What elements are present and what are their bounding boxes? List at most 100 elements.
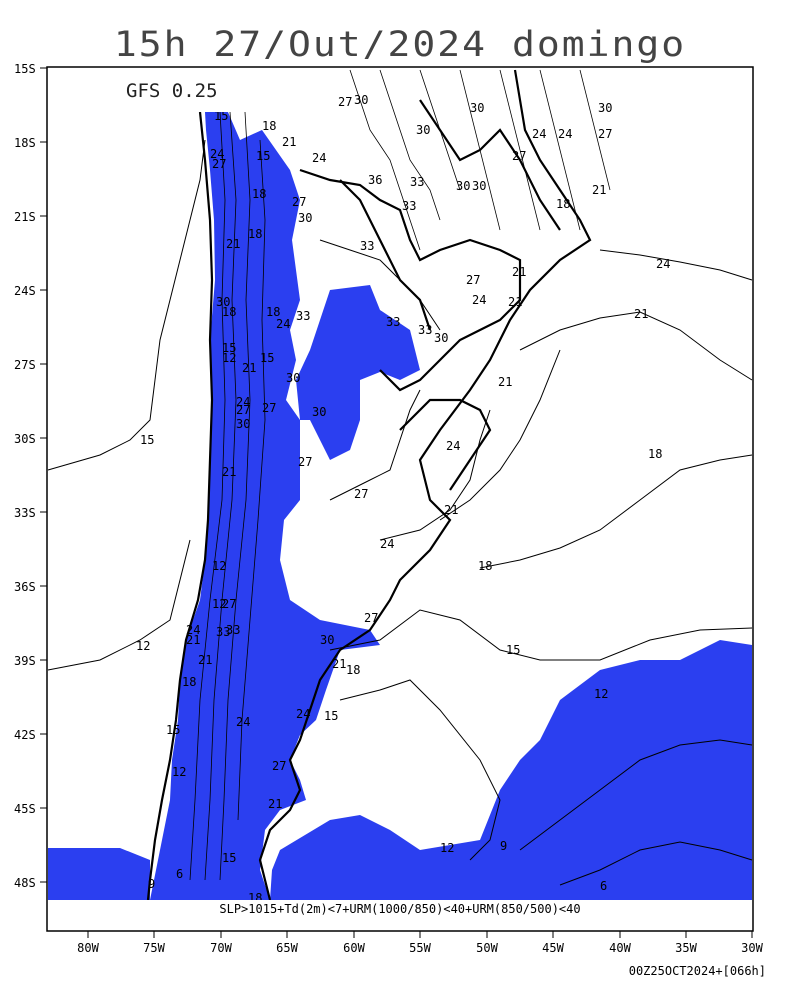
contour-label: 27	[338, 95, 352, 109]
argentina-border	[299, 168, 522, 392]
highlight-areas	[48, 112, 752, 900]
contour-lines	[47, 139, 753, 886]
contour-label: 24	[236, 395, 250, 409]
contour-label: 12	[172, 765, 186, 779]
lon-tick-label: 70W	[210, 941, 232, 955]
isoline-15-atl	[329, 609, 753, 661]
contour-label: 6	[600, 879, 607, 893]
lat-axis: 15S 18S 21S 24S 27S 30S 33S 36S 39S 42S …	[14, 62, 47, 890]
contour-label: 30	[216, 295, 230, 309]
contour-label: 30	[354, 93, 368, 107]
contour-label: 15	[256, 149, 270, 163]
contour-label: 21	[186, 633, 200, 647]
isoline-15	[47, 139, 206, 471]
contour-label: 18	[182, 675, 196, 689]
dense-contours	[189, 69, 611, 881]
lat-tick-label: 36S	[14, 580, 36, 594]
contour-label: 27	[354, 487, 368, 501]
contour-label: 30	[236, 417, 250, 431]
contour-label: 21	[592, 183, 606, 197]
contour-label: 12	[440, 841, 454, 855]
contour-label: 12	[222, 351, 236, 365]
contour-label: 27	[236, 403, 250, 417]
contour-label: 21	[268, 797, 282, 811]
contour-label: 27	[512, 149, 526, 163]
contour-label: 24	[446, 439, 460, 453]
contour-label: 18	[252, 187, 266, 201]
contour-label: 30	[598, 101, 612, 115]
contour-label: 12	[212, 559, 226, 573]
contour-label: 18	[346, 663, 360, 677]
contour-label: 33	[418, 323, 432, 337]
contour-label: 30	[286, 371, 300, 385]
contour-label: 21	[198, 653, 212, 667]
contour-label: 21	[508, 295, 522, 309]
contour-label: 12	[594, 687, 608, 701]
contour-label: 18	[478, 559, 492, 573]
contour-label: 21	[226, 237, 240, 251]
contour-label: 18	[222, 305, 236, 319]
contour-label: 27	[272, 759, 286, 773]
contour-labels: 15 18 21 24 24 27 15 18 27 30 18 21 27 3…	[136, 93, 670, 905]
contour-label: 27	[298, 455, 312, 469]
lon-tick-label: 35W	[675, 941, 697, 955]
isoline-24	[379, 409, 491, 541]
contour-label: 33	[216, 625, 230, 639]
isoline-21	[439, 349, 561, 521]
contour-label: 24	[210, 147, 224, 161]
contour-label: 9	[500, 839, 507, 853]
contour-label: 30	[298, 211, 312, 225]
contour-label: 9	[148, 877, 155, 891]
isoline-27	[329, 389, 421, 501]
contour-label: 30	[312, 405, 326, 419]
lon-tick-label: 80W	[77, 941, 99, 955]
contour-label: 36	[368, 173, 382, 187]
contour-label: 15	[506, 643, 520, 657]
contour-label: 33	[386, 315, 400, 329]
model-label: GFS 0.25	[126, 80, 218, 102]
contour-label: 24	[296, 707, 310, 721]
criteria-label: SLP>1015+Td(2m)<7+URM(1000/850)<40+URM(8…	[219, 902, 581, 916]
contour-label: 21	[242, 361, 256, 375]
contour-label: 27	[364, 611, 378, 625]
lat-tick-label: 24S	[14, 284, 36, 298]
isoline-33	[319, 239, 441, 331]
coastline-east	[258, 69, 592, 901]
contour-label: 15	[324, 709, 338, 723]
lon-tick-label: 60W	[343, 941, 365, 955]
contour-label: 21	[512, 265, 526, 279]
contour-label: 24	[532, 127, 546, 141]
contour-label: 30	[320, 633, 334, 647]
lat-tick-label: 39S	[14, 654, 36, 668]
contour-label: 27	[598, 127, 612, 141]
contour-label: 18	[648, 447, 662, 461]
isoline-12-atl	[339, 679, 501, 861]
contour-label: 24	[312, 151, 326, 165]
contour-label: 15	[166, 723, 180, 737]
contour-label: 24	[656, 257, 670, 271]
contour-label: 30	[456, 179, 470, 193]
contour-label: 33	[360, 239, 374, 253]
contour-label: 21	[282, 135, 296, 149]
contour-label: 6	[176, 867, 183, 881]
contour-label: 24	[558, 127, 572, 141]
contour-label: 33	[296, 309, 310, 323]
lat-tick-label: 18S	[14, 136, 36, 150]
run-stamp: 00Z25OCT2024+[066h]	[628, 964, 766, 978]
borders	[146, 69, 592, 901]
argentina-highlight	[296, 285, 420, 460]
contour-label: 24	[186, 623, 200, 637]
contour-label: 27	[466, 273, 480, 287]
model-label-box	[48, 68, 330, 112]
ocean-highlight	[270, 640, 752, 900]
contour-label: 27	[292, 195, 306, 209]
isoline-24-atl	[599, 249, 753, 281]
contour-label: 30	[472, 179, 486, 193]
contour-label: 15	[140, 433, 154, 447]
contour-label: 12	[136, 639, 150, 653]
isoline-9-atl	[519, 739, 753, 851]
contour-label: 15	[222, 851, 236, 865]
lon-tick-label: 50W	[476, 941, 498, 955]
contour-label: 18	[266, 305, 280, 319]
map-title: 15h 27/Out/2024 domingo	[113, 23, 687, 65]
